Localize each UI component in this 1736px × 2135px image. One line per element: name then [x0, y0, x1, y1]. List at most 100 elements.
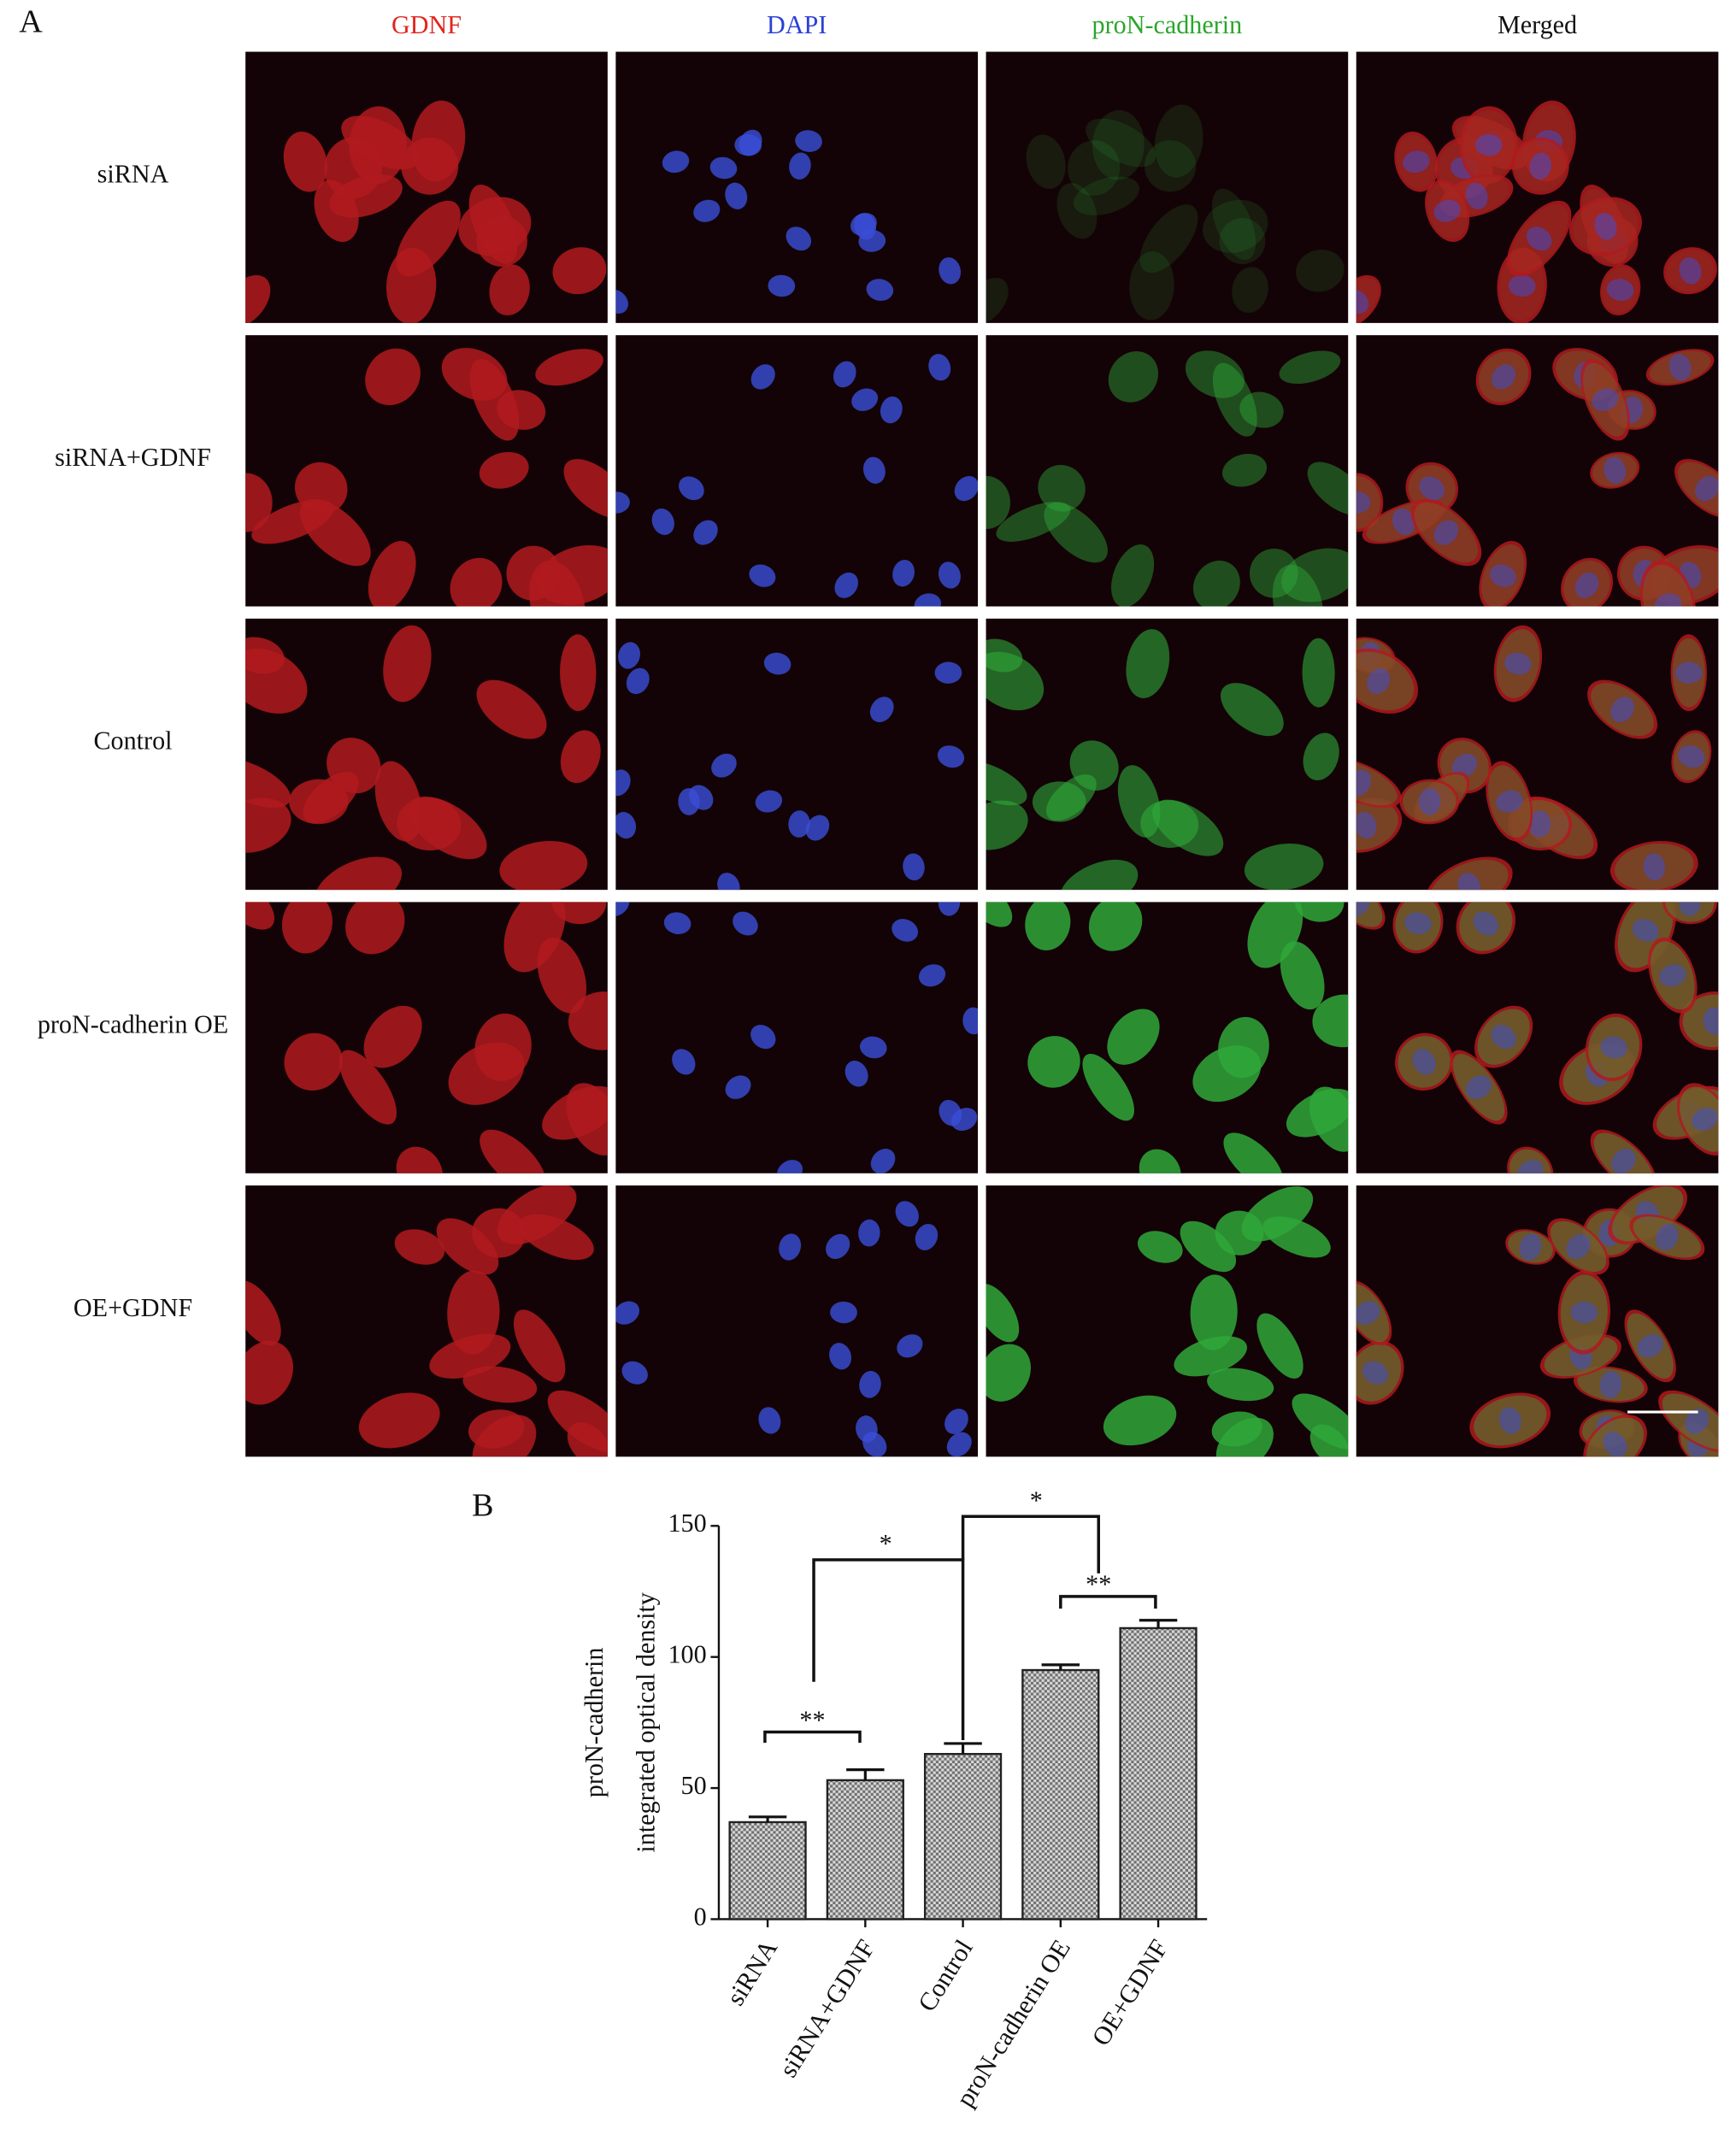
nucleus: [1654, 593, 1682, 607]
cell: [986, 1344, 1031, 1402]
cell: [374, 761, 422, 842]
x-tick-label: OE+GDNF: [1086, 1934, 1174, 2050]
cell: [1174, 1336, 1247, 1377]
cell: [1056, 183, 1098, 239]
nucleus: [895, 1201, 919, 1227]
cell: [447, 1270, 500, 1355]
nucleus: [1356, 491, 1371, 514]
cell: [1223, 1132, 1284, 1173]
nucleus: [1692, 1108, 1718, 1132]
nucleus: [1611, 1149, 1636, 1173]
cell: [1295, 902, 1345, 922]
x-tick-label: Control: [912, 1934, 979, 2016]
cell: [281, 902, 332, 954]
row-label: Control: [93, 726, 172, 756]
significance-label: *: [1030, 1485, 1043, 1514]
micrograph-bg: [615, 902, 979, 1173]
nucleus: [897, 1334, 923, 1358]
cell: [1280, 941, 1325, 1010]
y-axis-label: proN-cadherin: [580, 1648, 609, 1798]
cell: [1073, 176, 1139, 215]
cell: [551, 902, 607, 925]
column-header: Merged: [1498, 10, 1577, 39]
cell: [469, 358, 520, 441]
nucleus: [795, 130, 822, 152]
bar: [728, 1820, 807, 1920]
nucleus: [1600, 1036, 1627, 1059]
cells: [615, 642, 965, 891]
cell: [535, 349, 603, 386]
bar: [1021, 1668, 1100, 1920]
nucleus: [1451, 753, 1478, 778]
nucleus: [859, 1371, 881, 1398]
cells: [245, 1185, 608, 1457]
cell: [552, 247, 607, 295]
significance-label: *: [880, 1529, 892, 1558]
nucleus: [1643, 853, 1666, 881]
micrograph: [986, 335, 1349, 607]
cells: [245, 902, 608, 1173]
cell: [1139, 204, 1198, 273]
nucleus: [938, 902, 961, 916]
x-tick-label: siRNA+GDNF: [774, 1934, 881, 2082]
cell: [1185, 350, 1245, 398]
cell: [1107, 1009, 1160, 1065]
nucleus: [615, 769, 631, 797]
nucleus: [1491, 364, 1516, 390]
column-header: DAPI: [767, 10, 827, 39]
nucleus: [844, 1061, 868, 1087]
nucleus: [862, 456, 886, 484]
y-tick-label: 150: [668, 1509, 706, 1538]
cell: [1309, 1086, 1349, 1152]
nucleus: [862, 1432, 887, 1457]
nucleus: [1574, 572, 1599, 598]
nucleus: [672, 1049, 696, 1075]
nucleus: [915, 1223, 939, 1250]
x-tick-label: siRNA: [721, 1934, 783, 2010]
cells: [986, 902, 1349, 1173]
nucleus: [750, 364, 775, 390]
micrograph: [615, 902, 979, 1173]
cell: [436, 1218, 499, 1275]
micrograph-bg: [615, 1185, 979, 1457]
nucleus: [937, 745, 965, 768]
nucleus: [1679, 902, 1701, 916]
cell: [1190, 1274, 1238, 1350]
row-label: siRNA+GDNF: [55, 443, 211, 472]
nucleus: [768, 274, 796, 297]
nucleus: [938, 562, 961, 589]
nucleus: [945, 1409, 968, 1434]
nucleus: [1566, 1233, 1591, 1260]
nucleus: [1433, 520, 1459, 545]
micrograph: [1356, 335, 1719, 607]
micrograph: [986, 902, 1349, 1173]
nucleus: [1356, 1301, 1380, 1325]
cell: [1232, 267, 1268, 313]
cells: [615, 129, 962, 314]
micrograph: [245, 618, 608, 891]
nucleus: [1356, 289, 1369, 314]
nucleus: [1637, 1334, 1663, 1358]
cell: [462, 1366, 538, 1403]
nucleus: [1356, 769, 1372, 797]
nucleus: [750, 1025, 776, 1050]
cells: [986, 1186, 1349, 1457]
cell: [518, 1214, 594, 1261]
cells: [245, 625, 601, 891]
cells: [615, 902, 979, 1173]
micrograph: [1356, 1185, 1719, 1457]
nucleus: [833, 361, 856, 388]
cell: [1218, 1016, 1269, 1079]
cell: [480, 1129, 546, 1173]
nucleus: [1519, 1233, 1542, 1261]
micrograph-bg: [986, 335, 1349, 607]
cell: [1139, 1149, 1181, 1173]
cell: [401, 137, 459, 195]
cells: [986, 629, 1339, 891]
nucleus: [615, 812, 637, 839]
cell: [458, 197, 532, 256]
cell: [547, 1390, 608, 1453]
cells: [615, 354, 979, 607]
error-bar: [846, 1768, 885, 1780]
nucleus: [779, 1233, 802, 1261]
